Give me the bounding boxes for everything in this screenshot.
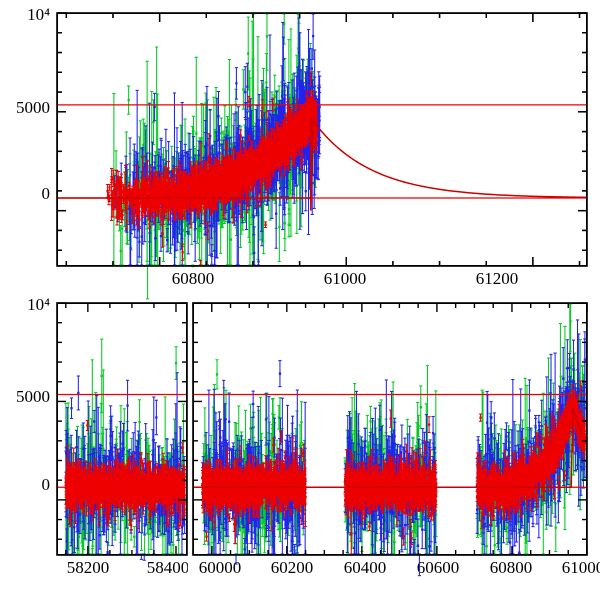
bottom-xtick-60000: 60000	[185, 559, 255, 576]
bottom-xtick-60200: 60200	[257, 559, 327, 576]
bottom-ytick-0: 0	[0, 476, 51, 493]
bottom-xtick-61000: 61000	[548, 559, 600, 576]
bottom-ytick-5000: 5000	[0, 388, 50, 405]
top-ytick-0: 0	[0, 185, 51, 202]
bottom-xtick-60800: 60800	[476, 559, 546, 576]
bottom-xtick-58200: 58200	[53, 559, 123, 576]
bottom-xtick-60400: 60400	[330, 559, 400, 576]
top-ytick-1e4: 10⁴	[0, 6, 50, 23]
bottom-ytick-1e4: 10⁴	[0, 296, 50, 313]
top-ytick-5000: 5000	[0, 99, 50, 116]
top-panel: 10⁴ 5000 0 60800 61000 61200	[0, 0, 600, 300]
top-xtick-60800: 60800	[143, 270, 243, 287]
bottom-xtick-58400: 58400	[133, 559, 203, 576]
bottom-panel-plot	[56, 292, 588, 600]
bottom-panel: 10⁴ 5000 0 58200 58400 60000 60200 60400…	[0, 292, 600, 600]
top-xtick-61000: 61000	[295, 270, 395, 287]
top-xtick-61200: 61200	[447, 270, 547, 287]
bottom-xtick-60600: 60600	[403, 559, 473, 576]
top-panel-plot	[56, 12, 588, 300]
